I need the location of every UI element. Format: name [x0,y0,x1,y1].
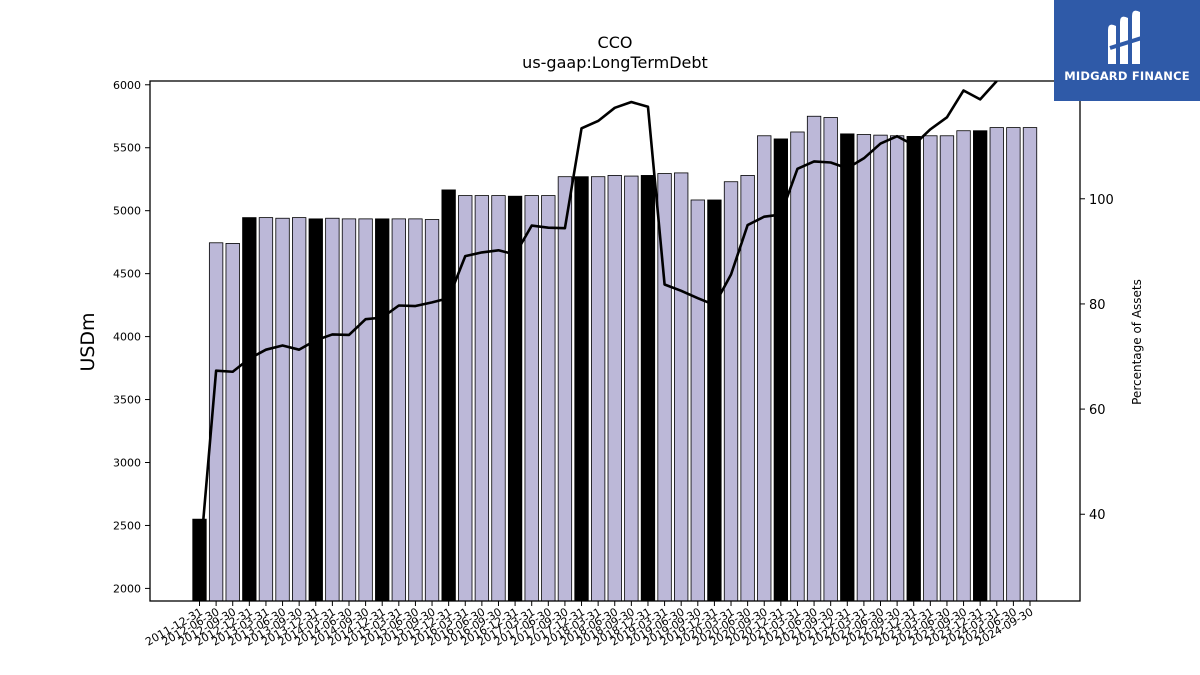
y2-tick-label: 40 [1089,508,1106,523]
bar [956,130,971,602]
bar [624,175,639,602]
bar [690,199,705,602]
y-tick-label: 2500 [113,519,141,532]
bar [225,243,240,602]
bar [640,175,656,602]
y2-axis-label: Percentage of Assets [1130,279,1144,405]
brand-logo: MIDGARD FINANCE [1054,0,1200,101]
bar [906,135,921,602]
bar [391,218,406,602]
bar [674,172,689,602]
bar [408,218,423,602]
y-tick-label: 3000 [113,457,141,470]
bar [856,134,872,602]
bar [275,217,290,602]
y2-tick-label: 60 [1089,403,1106,418]
bar [873,134,888,602]
bar [607,175,622,602]
bar [424,219,440,602]
bar [823,117,838,602]
chart-title: CCO [598,33,633,52]
bar [923,135,938,602]
y-tick-label: 5000 [113,205,141,218]
bar [325,217,340,602]
bar [491,195,506,602]
bar [541,195,556,602]
bar [507,195,523,602]
bar [757,135,772,602]
plot-frame [149,80,1081,602]
bar [889,135,905,602]
bar [574,176,589,602]
bar [441,189,456,602]
brand-name: MIDGARD FINANCE [1064,69,1190,83]
bar [590,176,606,602]
y-tick-label: 2000 [113,582,141,595]
bar [790,131,805,602]
chart-subtitle: us-gaap:LongTermDebt [522,53,708,72]
y2-tick-label: 100 [1089,193,1114,208]
bar [375,218,390,602]
x-axis: 2011-12-312012-06-302012-09-302012-12-31… [143,601,1036,649]
bar [524,195,539,602]
y-tick-label: 6000 [113,79,141,92]
bar [557,176,573,602]
bar [308,218,323,602]
y-axis-right: 40 60 80 100 [1080,193,1114,523]
bar [773,138,788,602]
bar [292,217,307,602]
y-tick-label: 5500 [113,142,141,155]
bar [840,133,855,602]
bar [707,199,722,602]
y-tick-label: 4000 [113,331,141,344]
brand-mark-icon [1108,10,1149,65]
y-axis-left: 2000 2500 3000 3500 4000 4500 5000 5500 6000 [113,79,150,595]
bar [341,218,357,602]
bar [474,195,490,602]
y-axis-label: USDm [77,312,99,371]
bar [358,218,373,602]
bar [242,217,257,602]
bar [1006,127,1021,602]
y-tick-label: 4500 [113,268,141,281]
bar [989,127,1004,602]
y2-tick-label: 80 [1089,298,1106,313]
y-tick-label: 3500 [113,394,141,407]
bars-layer [192,115,1038,602]
bar [1022,127,1038,602]
bar [806,115,822,602]
bar [723,181,739,602]
bar [258,217,274,602]
bar [973,130,988,602]
bar [939,135,955,602]
